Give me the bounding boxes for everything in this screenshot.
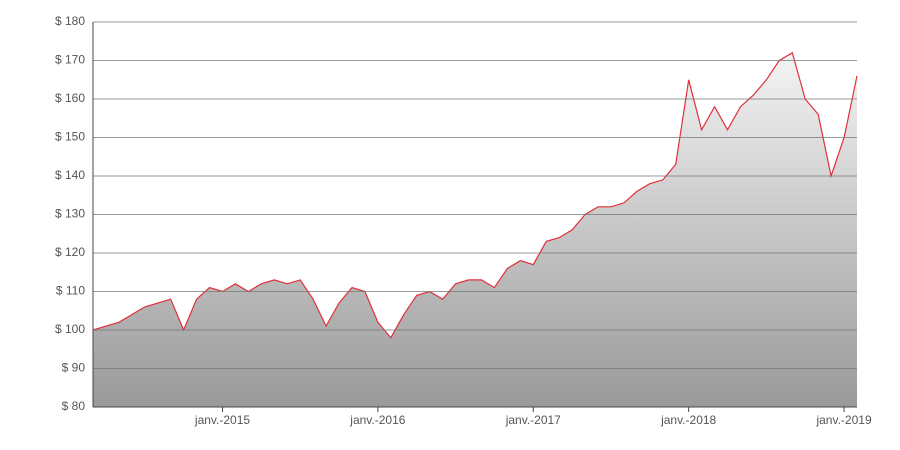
y-tick-label: $ 180 (55, 14, 85, 28)
y-tick-label: $ 110 (56, 284, 85, 298)
y-tick-label: $ 90 (62, 361, 86, 375)
x-tick-label: janv.-2018 (660, 413, 716, 427)
x-tick-label: janv.-2017 (505, 413, 561, 427)
x-tick-label: janv.-2019 (815, 413, 871, 427)
y-tick-label: $ 80 (62, 399, 86, 413)
y-tick-label: $ 150 (55, 130, 85, 144)
line (92, 51, 858, 339)
y-tick-label: $ 160 (55, 91, 85, 105)
x-tick-label: janv.-2016 (349, 413, 405, 427)
y-tick-label: $ 100 (55, 322, 85, 336)
area (93, 52, 857, 408)
x-tick-label: janv.-2015 (194, 413, 250, 427)
y-tick-label: $ 120 (55, 245, 85, 259)
y-tick-label: $ 140 (55, 168, 85, 182)
y-tick-label: $ 170 (55, 53, 85, 67)
y-tick-label: $ 130 (55, 207, 85, 221)
